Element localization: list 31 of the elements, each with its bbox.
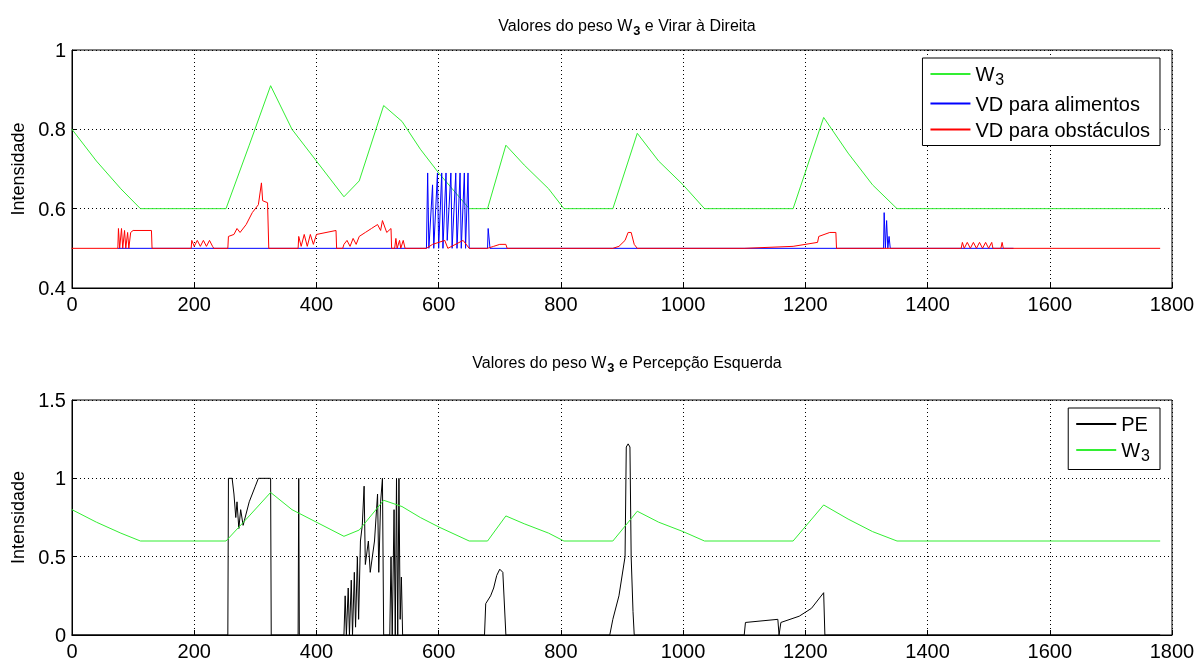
legend-label: VD para obstáculos	[975, 118, 1151, 141]
x-tick-label: 1200	[783, 640, 828, 662]
x-tick-label: 1800	[1149, 640, 1195, 662]
x-tick-label: 400	[299, 293, 334, 315]
x-tick-label: 600	[421, 293, 456, 315]
x-tick-label: 800	[544, 293, 578, 315]
y-tick-label: 1	[54, 467, 66, 490]
legend-label: PE	[1121, 413, 1148, 435]
x-tick-label: 600	[421, 640, 456, 662]
y-tick-label: 0.6	[38, 197, 66, 220]
y-tick-label: 0	[54, 624, 66, 646]
x-tick-label: 1600	[1027, 640, 1073, 662]
x-tick-label: 200	[177, 293, 211, 315]
y-tick-label: 1.5	[38, 389, 66, 411]
x-tick-label: 1200	[783, 293, 828, 315]
y-axis-title: Intensidade	[8, 122, 29, 216]
x-tick-label: 1600	[1027, 293, 1073, 315]
y-tick-label: 1	[54, 39, 66, 61]
y-axis-title: Intensidade	[8, 470, 29, 565]
x-tick-label: 200	[177, 640, 211, 662]
legend-label: VD para alimentos	[975, 92, 1140, 115]
x-tick-label: 400	[299, 640, 334, 662]
x-tick-label: 1000	[660, 293, 706, 315]
x-tick-label: 1400	[905, 640, 950, 662]
x-tick-label: 800	[544, 640, 578, 662]
x-tick-label: 1000	[660, 640, 706, 662]
x-tick-label: 1800	[1149, 293, 1195, 315]
y-tick-label: 0.8	[38, 118, 66, 141]
y-tick-label: 0.4	[38, 277, 66, 299]
x-tick-label: 1400	[905, 293, 950, 315]
y-tick-label: 0.5	[38, 545, 66, 568]
